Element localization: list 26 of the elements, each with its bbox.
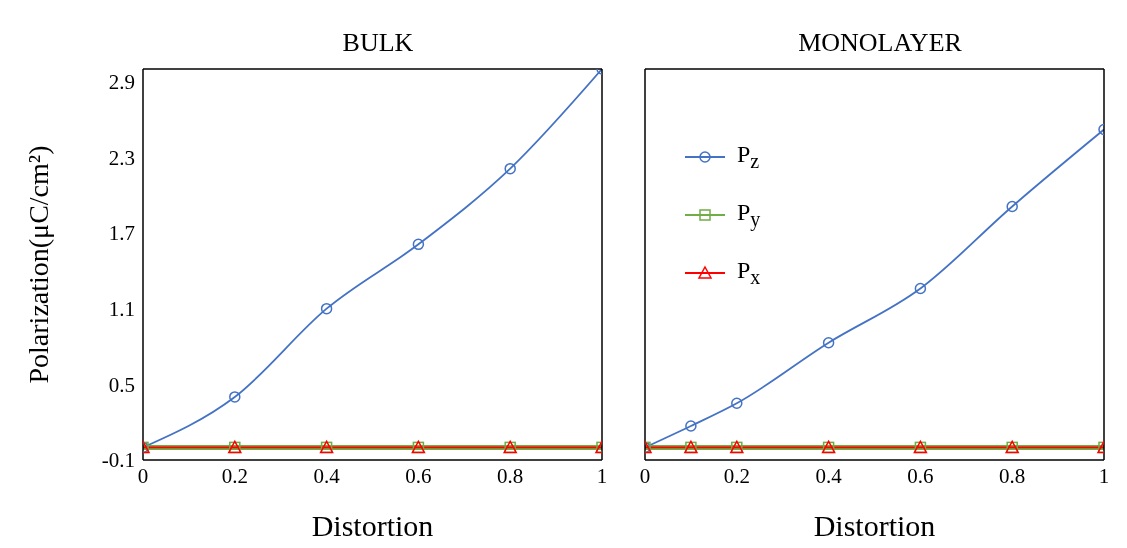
x-axis-title: Distortion: [813, 509, 936, 542]
x-tick-label: 0.8: [497, 463, 524, 488]
legend-label: P$_{z}$: [737, 141, 760, 173]
legend-label: P$_{y}$: [737, 199, 761, 231]
y-tick-label: 2.3: [108, 145, 135, 170]
y-tick-label: 0.5: [108, 372, 135, 397]
y-tick-label: -0.1: [101, 448, 135, 473]
x-tick-label: 1: [1098, 463, 1110, 488]
x-tick-label: 0.8: [999, 463, 1026, 488]
x-tick-label: 0.6: [907, 463, 934, 488]
x-tick-label: 0: [639, 463, 651, 488]
chart-title: BULK: [341, 28, 415, 58]
x-tick-label: 0.2: [723, 463, 750, 488]
y-axis-title: Polarization(μC/cm²): [22, 145, 54, 384]
x-axis-title: Distortion: [311, 509, 434, 542]
x-tick-label: 0: [137, 463, 149, 488]
x-tick-label: 0.2: [221, 463, 248, 488]
y-tick-label: 1.7: [108, 221, 135, 246]
y-tick-label: 2.9: [108, 70, 135, 95]
x-tick-label: 1: [596, 463, 608, 488]
x-tick-label: 0.4: [815, 463, 843, 488]
chart-title: MONOLAYER: [797, 28, 963, 58]
legend-label: P$_{x}$: [737, 257, 761, 289]
x-tick-label: 0.4: [313, 463, 341, 488]
x-tick-label: 0.6: [405, 463, 432, 488]
y-tick-label: 1.1: [108, 297, 135, 322]
